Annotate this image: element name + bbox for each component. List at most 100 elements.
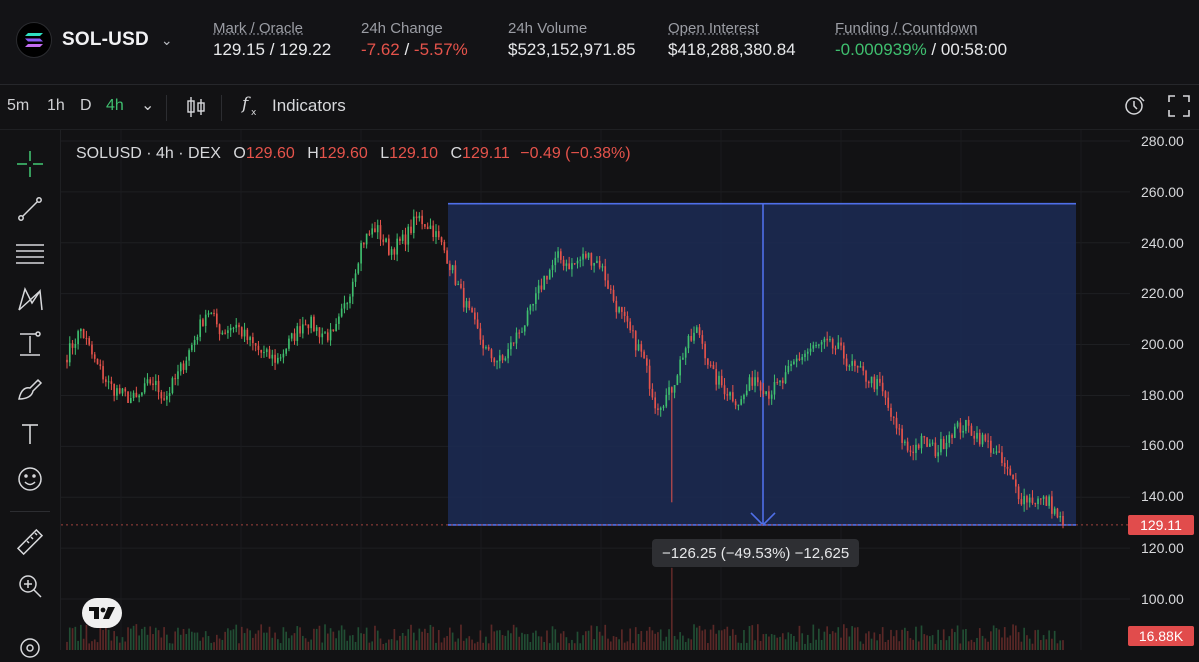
candle-body <box>912 451 915 453</box>
volume-bar <box>723 629 726 650</box>
text-icon[interactable] <box>14 418 46 450</box>
volume-bar <box>590 625 593 650</box>
volume-bar <box>171 643 174 650</box>
candle-body <box>990 440 992 453</box>
tradingview-logo-icon[interactable] <box>82 598 122 628</box>
ruler-icon[interactable] <box>14 526 46 558</box>
candle-body <box>715 369 718 385</box>
crosshair-icon[interactable] <box>14 148 46 180</box>
candle-body <box>182 363 185 370</box>
candle-body <box>809 348 812 352</box>
price-axis[interactable]: 280.00 260.00 240.00 220.00 200.00 180.0… <box>1131 130 1199 650</box>
volume-bar <box>174 631 177 650</box>
candle-body <box>615 300 618 313</box>
volume-bar <box>601 635 604 650</box>
stat-label[interactable]: Open Interest <box>668 20 759 37</box>
volume-bar <box>951 628 953 650</box>
volume-bar <box>626 641 629 650</box>
timeframe-d[interactable]: D <box>80 97 92 114</box>
volume-bar <box>831 631 834 650</box>
candle-body <box>387 238 390 255</box>
candle-body <box>460 283 462 288</box>
volume-bar <box>185 634 188 650</box>
emoji-icon[interactable] <box>14 463 46 495</box>
candle-body <box>873 376 876 390</box>
candle-body <box>143 383 146 393</box>
timeframe-1h[interactable]: 1h <box>47 97 65 114</box>
volume-bar <box>876 640 878 650</box>
alert-clock-icon[interactable] <box>1123 94 1147 118</box>
volume-bar <box>88 643 91 650</box>
trend-line-icon[interactable] <box>14 193 46 225</box>
candle-body <box>526 310 529 326</box>
timeframe-chevron-down-icon[interactable]: ⌄ <box>141 97 155 114</box>
candle-body <box>396 238 398 255</box>
candle-body <box>920 436 923 449</box>
candle-body <box>521 331 523 333</box>
volume-bar <box>324 624 326 650</box>
candle-body <box>127 391 129 403</box>
candle-body <box>904 441 906 443</box>
candle-body <box>845 358 848 367</box>
candle-body <box>923 436 926 438</box>
candle-body <box>643 351 645 359</box>
candle-body <box>754 377 756 386</box>
candle-body <box>732 392 734 402</box>
candle-body <box>1056 508 1059 518</box>
candle-body <box>626 316 629 322</box>
volume-bar <box>515 627 518 650</box>
magnet-icon[interactable] <box>14 630 46 662</box>
candle-body <box>515 332 518 344</box>
candle-body <box>129 398 132 403</box>
volume-bar <box>673 635 676 650</box>
volume-bar <box>326 633 329 650</box>
stat-label[interactable]: Mark / Oracle <box>213 20 304 37</box>
candlestick-icon[interactable] <box>186 96 206 123</box>
fullscreen-icon[interactable] <box>1168 95 1192 119</box>
candle-body <box>146 379 149 384</box>
axis-tick: 100.00 <box>1141 591 1184 607</box>
volume-bar <box>523 634 526 650</box>
timeframe-5m[interactable]: 5m <box>7 97 30 114</box>
volume-bar <box>848 636 851 650</box>
candle-body <box>193 339 196 345</box>
volume-bar <box>1003 627 1006 650</box>
stat-label[interactable]: Funding / Countdown <box>835 20 978 37</box>
pattern-icon[interactable] <box>14 283 46 315</box>
fib-lines-icon[interactable] <box>14 238 46 270</box>
pair-selector[interactable]: SOL-USD ⌄ <box>16 22 173 58</box>
volume-bar <box>149 626 152 650</box>
volume-bar <box>1039 640 1042 650</box>
candle-body <box>740 399 743 405</box>
volume-bar <box>906 631 909 650</box>
volume-bar <box>748 626 751 650</box>
timeframe-4h[interactable]: 4h <box>106 97 124 114</box>
volume-bar <box>240 626 243 650</box>
brush-icon[interactable] <box>14 373 46 405</box>
price-chart[interactable] <box>61 130 1130 650</box>
volume-bar <box>218 638 221 650</box>
candle-body <box>315 327 318 332</box>
volume-bar <box>282 627 285 650</box>
candle-body <box>546 275 548 280</box>
volume-bar <box>349 635 351 650</box>
volume-bar <box>1053 630 1056 650</box>
measure-range-icon[interactable] <box>14 328 46 360</box>
volume-bar <box>537 636 540 650</box>
volume-bar <box>770 634 773 650</box>
volume-bar <box>399 635 401 650</box>
candle-body <box>107 381 110 383</box>
zoom-in-icon[interactable] <box>14 570 46 602</box>
candle-body <box>662 406 665 408</box>
divider <box>10 511 50 512</box>
candle-body <box>695 327 698 333</box>
volume-bar <box>976 637 978 650</box>
candle-body <box>784 372 787 384</box>
volume-tag: 16.88K <box>1128 626 1194 646</box>
volume-bar <box>668 629 670 650</box>
candle-body <box>479 328 482 340</box>
candle-body <box>820 342 823 345</box>
volume-bar <box>693 624 695 650</box>
candle-body <box>1039 498 1042 500</box>
